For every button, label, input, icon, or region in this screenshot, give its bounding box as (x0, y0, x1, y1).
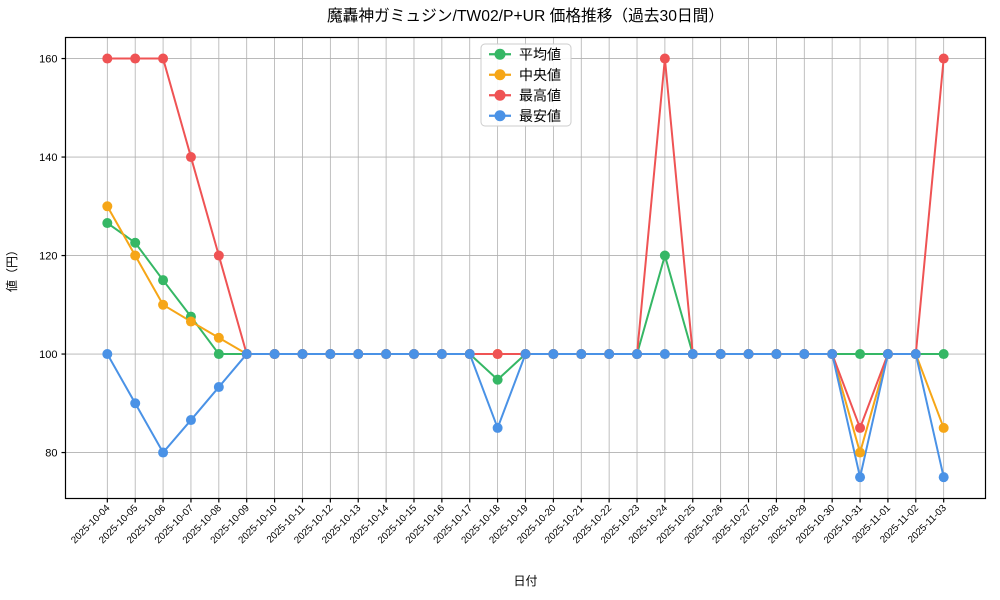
svg-text:値（円）: 値（円） (4, 244, 19, 292)
svg-text:日付: 日付 (513, 574, 537, 588)
svg-text:平均値: 平均値 (519, 46, 561, 62)
svg-text:160: 160 (39, 54, 57, 66)
svg-text:最高値: 最高値 (519, 87, 561, 103)
svg-text:80: 80 (45, 448, 57, 460)
svg-text:魔轟神ガミュジン/TW02/P+UR 価格推移（過去30日間: 魔轟神ガミュジン/TW02/P+UR 価格推移（過去30日間） (327, 7, 724, 25)
svg-text:120: 120 (39, 251, 57, 263)
svg-text:中央値: 中央値 (519, 67, 561, 83)
svg-text:140: 140 (39, 152, 57, 164)
svg-text:最安値: 最安値 (519, 108, 561, 124)
svg-text:100: 100 (39, 349, 57, 361)
